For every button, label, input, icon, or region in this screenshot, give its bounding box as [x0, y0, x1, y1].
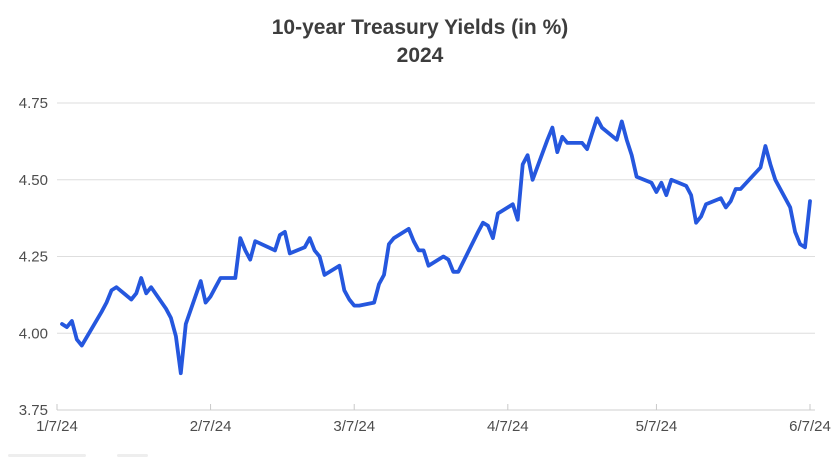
y-tick-label: 4.00	[19, 325, 48, 342]
cutoff-text-fragment	[8, 454, 86, 457]
x-tick-label: 5/7/24	[636, 418, 678, 435]
cutoff-text-fragment	[117, 454, 148, 457]
x-tick-label: 6/7/24	[789, 418, 831, 435]
x-tick-label: 2/7/24	[190, 418, 232, 435]
x-tick-label: 4/7/24	[487, 418, 529, 435]
x-tick-label: 3/7/24	[333, 418, 375, 435]
y-tick-label: 3.75	[19, 402, 48, 419]
chart-title-block: 10-year Treasury Yields (in %) 2024	[0, 14, 840, 70]
y-tick-label: 4.50	[19, 172, 48, 189]
chart-title: 10-year Treasury Yields (in %)	[271, 16, 569, 39]
yield-line-path	[60, 116, 812, 376]
y-tick-label: 4.75	[19, 95, 48, 112]
chart-subtitle: 2024	[396, 44, 444, 67]
y-tick-label: 4.25	[19, 249, 48, 266]
x-tick-label: 1/7/24	[36, 418, 78, 435]
